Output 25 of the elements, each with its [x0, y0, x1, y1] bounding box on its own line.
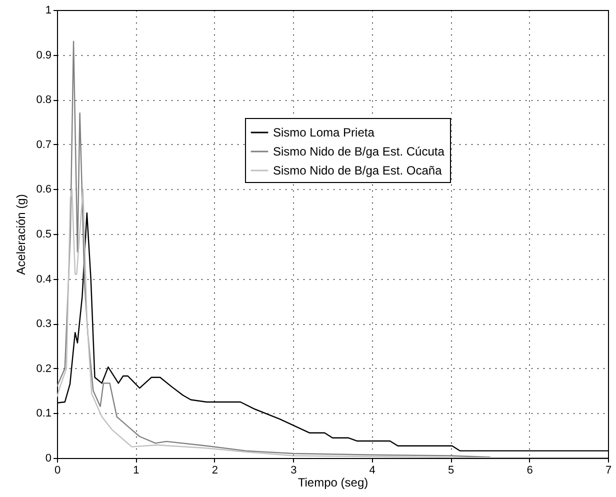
line-series	[57, 40, 491, 458]
y-tick-label: 0	[45, 452, 52, 464]
y-tick-label: 0.5	[36, 228, 52, 240]
y-tick-label: 0.7	[36, 138, 52, 151]
x-tick-label: 2	[212, 464, 218, 476]
x-tick-label: 1	[133, 464, 140, 476]
y-tick-label: 1	[45, 4, 52, 16]
x-axis-title: Tiempo (seg)	[298, 476, 368, 490]
x-tick-label: 5	[448, 464, 454, 476]
legend-label: Sismo Nido de B/ga Est. Cúcuta	[273, 144, 445, 158]
legend-label: Sismo Nido de B/ga Est. Ocaña	[273, 164, 442, 178]
y-axis-title: Aceleración (g)	[14, 194, 28, 275]
y-tick-label: 0.9	[36, 49, 52, 62]
x-tick-label: 6	[526, 464, 533, 476]
y-tick-label: 0.3	[36, 318, 52, 330]
x-tick-label: 3	[290, 464, 297, 476]
x-tick-label: 0	[54, 464, 61, 476]
y-tick-label: 0.1	[36, 408, 52, 420]
legend-label: Sismo Loma Prieta	[273, 126, 375, 140]
y-tick-label: 0.6	[36, 184, 52, 196]
x-tick-label: 4	[369, 464, 376, 476]
x-tick-label: 7	[605, 464, 612, 476]
y-tick-label: 0.4	[36, 273, 52, 286]
y-tick-label: 0.8	[36, 94, 52, 106]
y-tick-label: 0.2	[36, 362, 52, 375]
